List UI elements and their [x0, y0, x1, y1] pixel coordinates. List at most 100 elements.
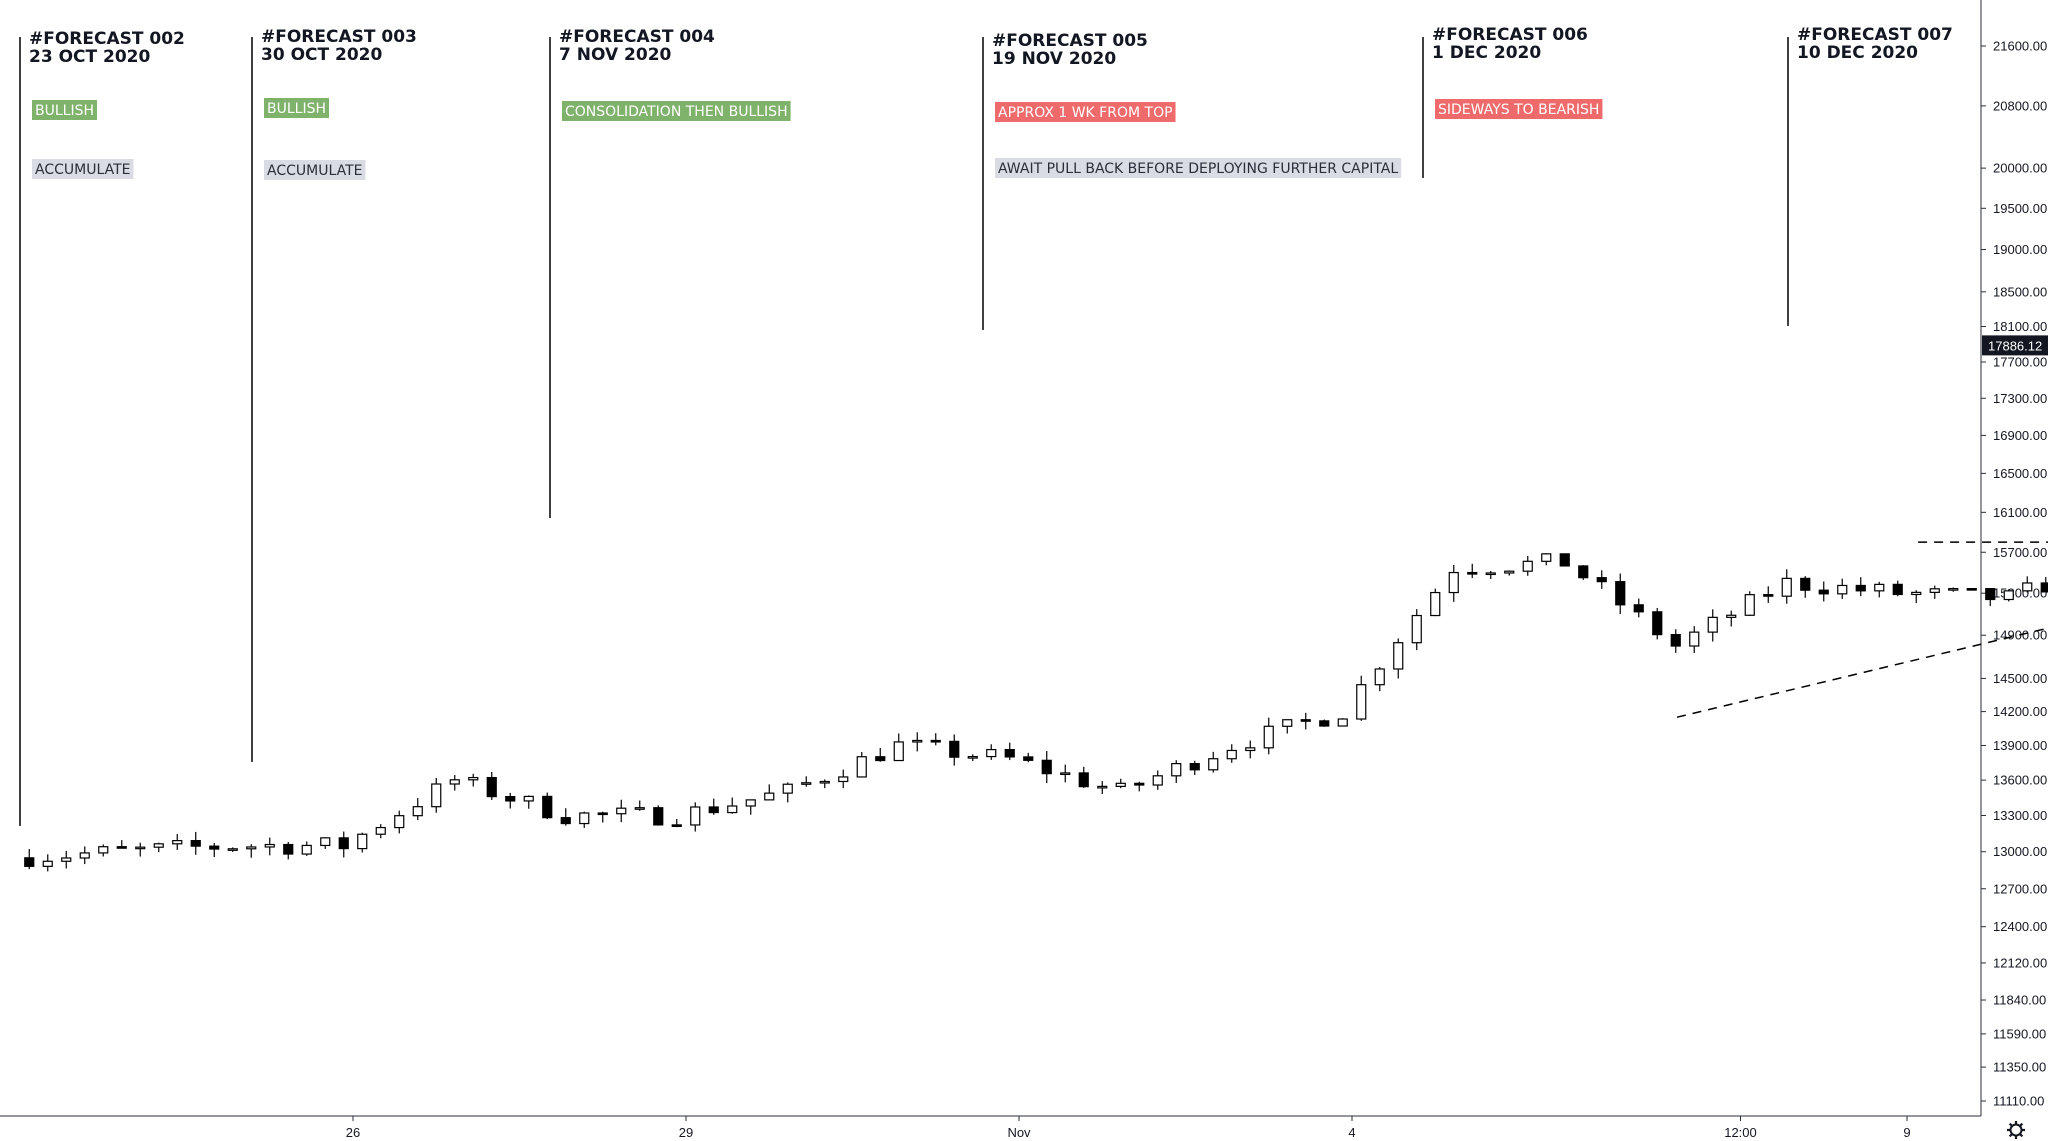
candle-down — [1615, 581, 1626, 606]
candle-down — [1892, 583, 1903, 596]
candle-up — [1504, 570, 1515, 574]
forecast-tag-bg — [562, 101, 791, 121]
price-tick-label: 19500.00 — [1993, 201, 2047, 216]
time-tick-label: 26 — [346, 1125, 360, 1140]
forecast-date: 7 NOV 2020 — [559, 45, 672, 65]
candle-up — [42, 860, 53, 867]
candle-up — [394, 815, 405, 829]
candle-down — [930, 739, 941, 743]
time-tick-label: Nov — [1007, 1125, 1031, 1140]
candle-up — [1707, 616, 1718, 633]
price-tick-label: 18500.00 — [1993, 284, 2047, 299]
price-tick-label: 16500.00 — [1993, 466, 2047, 481]
last-price-badge — [1982, 335, 2048, 356]
price-tick-label: 11840.00 — [1993, 993, 2046, 1008]
candle-down — [875, 756, 886, 762]
candle-down — [1763, 594, 1774, 597]
forecast-tag-text: BULLISH — [35, 103, 94, 119]
candle-up — [1874, 583, 1885, 592]
candle-up — [745, 799, 756, 807]
candle-up — [320, 837, 331, 847]
price-tick-label: 19000.00 — [1993, 242, 2047, 257]
candle-down — [209, 845, 220, 850]
price-tick-label: 12400.00 — [1993, 919, 2047, 934]
forecast-tag-text: ACCUMULATE — [267, 163, 362, 179]
candle-down — [949, 740, 960, 758]
candle-up — [1837, 584, 1848, 595]
forecast-date: 19 NOV 2020 — [992, 49, 1116, 69]
candle-up — [1430, 591, 1441, 617]
forecast-tag-text: BULLISH — [267, 101, 326, 117]
candle-down — [1134, 782, 1145, 786]
candle-down — [2040, 582, 2048, 593]
candle-down — [1670, 634, 1681, 647]
candle-up — [1282, 719, 1293, 727]
price-tick-label: 17700.00 — [1993, 354, 2047, 369]
candle-up — [153, 843, 164, 848]
price-tick-label: 17300.00 — [1993, 391, 2047, 406]
candle-up — [1541, 553, 1552, 562]
candle-up — [1263, 725, 1274, 749]
last-price-label: 17886.12 — [1988, 338, 2042, 353]
candle-up — [1929, 588, 1940, 593]
candle-down — [708, 806, 719, 814]
candle-up — [135, 846, 146, 850]
gear-icon[interactable] — [2007, 1121, 2025, 1139]
forecast-tag-bg — [995, 158, 1402, 178]
candle-up — [1152, 775, 1163, 786]
candle-up — [1485, 572, 1496, 576]
candle-up — [1411, 614, 1422, 644]
candle-up — [727, 805, 738, 814]
forecast-date: 23 OCT 2020 — [29, 47, 151, 67]
forecast-tag-text: CONSOLIDATION THEN BULLISH — [565, 104, 788, 120]
forecast-tag-bg — [32, 100, 97, 120]
candle-up — [1374, 668, 1385, 686]
candle-down — [560, 817, 571, 825]
candle-down — [653, 807, 664, 826]
candle-up — [967, 755, 978, 759]
candle-up — [301, 844, 312, 855]
candle-down — [1855, 584, 1866, 592]
candle-down — [1023, 756, 1034, 761]
candle-up — [1522, 560, 1533, 572]
forecast-title: #FORECAST 006 — [1432, 25, 1588, 45]
price-tick-label: 11110.00 — [1993, 1094, 2044, 1109]
candle-down — [116, 846, 127, 849]
forecast-tag-text: APPROX 1 WK FROM TOP — [998, 105, 1173, 121]
forecast-date: 1 DEC 2020 — [1432, 43, 1541, 63]
candle-down — [1189, 763, 1200, 771]
candle-up — [412, 806, 423, 817]
candle-up — [375, 826, 386, 835]
price-tick-label: 14200.00 — [1993, 704, 2047, 719]
candle-up — [449, 779, 460, 785]
price-tick-label: 12120.00 — [1993, 955, 2047, 970]
candle-up — [1208, 758, 1219, 771]
candle-up — [634, 807, 645, 810]
candle-down — [1004, 748, 1015, 758]
forecast-title: #FORECAST 003 — [261, 27, 417, 47]
candle-up — [1781, 577, 1792, 597]
forecast-tag-bg — [1435, 99, 1603, 119]
forecast-tag-bg — [995, 102, 1176, 122]
forecast-tag-text: ACCUMULATE — [35, 162, 130, 178]
candle-down — [24, 857, 35, 867]
price-tick-label: 15700.00 — [1993, 545, 2047, 560]
candle-up — [764, 792, 775, 801]
candle-down — [1800, 577, 1811, 591]
forecast-title: #FORECAST 004 — [559, 27, 715, 47]
candle-up — [986, 748, 997, 758]
candle-up — [2022, 582, 2033, 592]
candle-up — [61, 857, 72, 862]
candle-up — [1911, 591, 1922, 596]
candle-down — [1300, 719, 1311, 722]
candle-up — [1226, 749, 1237, 760]
candle-up — [690, 806, 701, 826]
price-tick-label: 13300.00 — [1993, 808, 2047, 823]
candle-up — [801, 782, 812, 785]
time-tick-label: 29 — [679, 1125, 693, 1140]
candle-up — [264, 843, 275, 848]
candle-up — [431, 783, 442, 808]
forecast-title: #FORECAST 007 — [1797, 25, 1953, 45]
